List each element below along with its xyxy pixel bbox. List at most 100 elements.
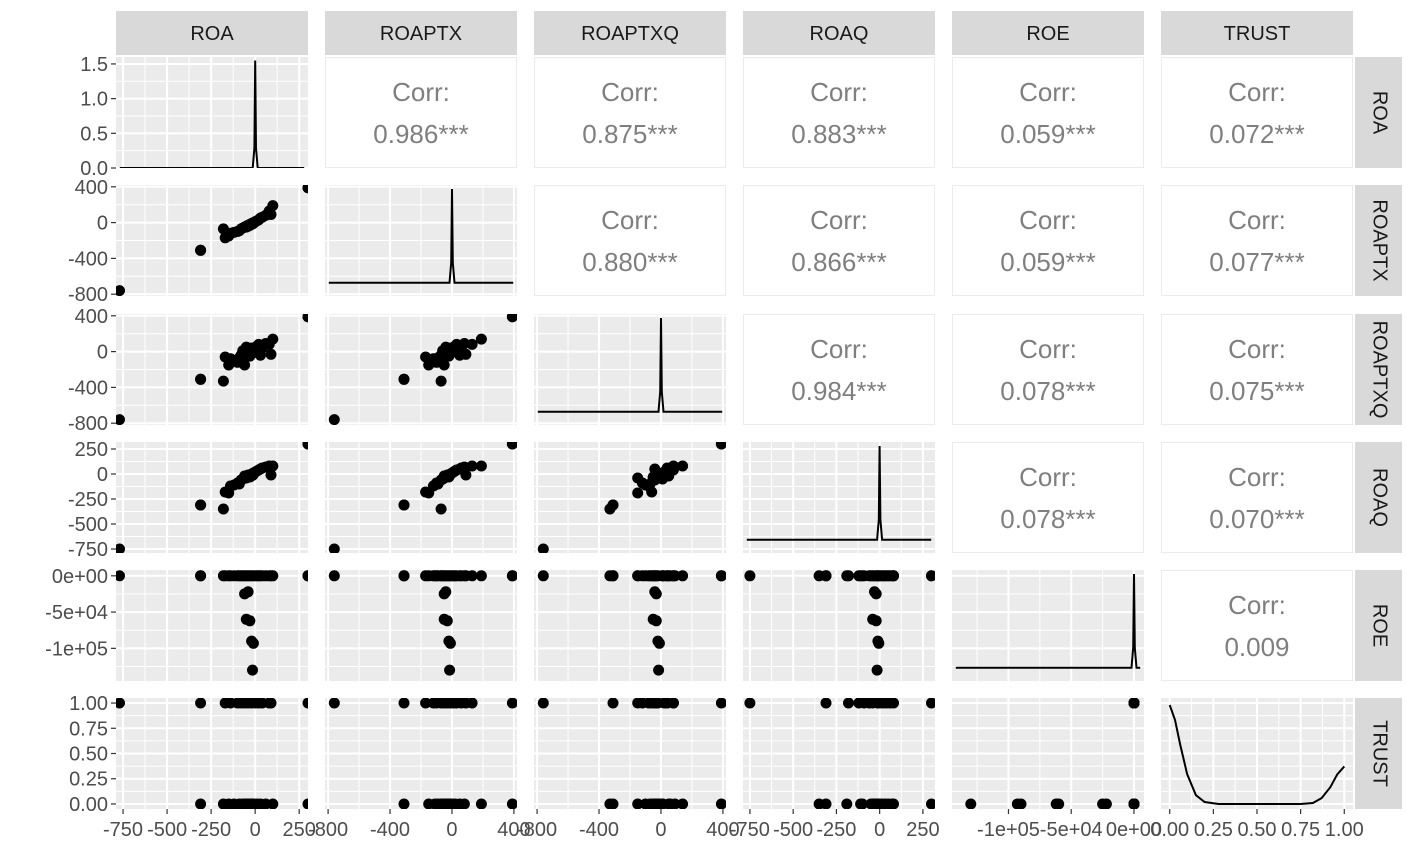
corr-value: 0.009 [1224,632,1289,662]
x-tick-label: -400 [370,819,410,841]
column-strip-label: ROAPTX [380,23,462,45]
data-point [328,414,340,425]
data-point [677,460,689,472]
data-point [653,470,665,481]
x-tick-label: -400 [579,819,619,841]
x-tick-label: -750 [103,819,143,841]
corr-panel-roaptxq-roe [952,314,1144,425]
scatter-points [328,442,517,553]
corr-label: Corr: [1019,334,1077,364]
row-strip-roe [1355,570,1402,681]
row-strip-label: ROAPTXQ [1369,321,1391,419]
column-strip-roa [116,11,308,55]
panel-grid [116,570,308,681]
column-strip-label: ROAQ [810,23,869,45]
data-point [247,218,258,230]
data-point [632,487,644,499]
row-strip-label: ROA [1369,91,1391,135]
corr-value: 0.078*** [1000,376,1095,406]
data-point [460,570,472,582]
data-point [195,798,207,809]
data-point [677,798,689,809]
data-point [715,442,726,450]
y-tick-label: 0.75 [69,718,108,740]
data-point [195,499,207,511]
x-tick-label: 400 [497,819,530,841]
data-point [302,185,308,194]
corr-value: 0.075*** [1209,376,1304,406]
data-point [715,698,726,709]
corr-label: Corr: [810,205,868,235]
corr-value: 0.883*** [791,119,886,149]
data-point [435,503,447,515]
corr-panel-roaq-trust [1161,442,1353,553]
data-point [267,333,279,345]
corr-label: Corr: [601,77,659,107]
data-point [267,798,279,809]
data-point [217,503,229,515]
data-point [872,698,884,709]
data-point [460,698,472,709]
y-tick-label: -500 [68,514,108,536]
corr-value: 0.986*** [373,119,468,149]
panel-grid [116,314,308,425]
y-tick-label: -400 [68,248,108,270]
data-point [265,698,277,709]
density-line-trust [1168,704,1346,805]
corr-panel-roe-trust [1161,570,1353,681]
scatter-points [116,698,308,809]
x-tick-label: -250 [816,819,856,841]
data-point [267,460,279,472]
panel-roe-roaq [743,570,935,681]
y-tick-label: 400 [75,177,108,199]
data-point [475,460,487,472]
y-tick-label: 0 [97,464,108,486]
data-point [506,442,517,450]
data-point [667,460,679,472]
column-strip-label: ROA [190,23,234,45]
x-tick-label: 0 [874,819,885,841]
panel-grid [743,570,935,681]
data-point [653,798,665,809]
data-point [650,615,662,627]
row-strip-trust [1355,698,1402,809]
data-point [440,586,452,598]
scatter-points [537,570,726,676]
panel-grid [952,698,1144,809]
data-point [116,414,125,425]
row-strip-label: TRUST [1369,720,1391,787]
data-point [247,664,258,676]
y-tick-label: -400 [68,377,108,399]
column-strip-trust [1161,11,1353,55]
data-point [813,570,825,582]
data-point [420,698,432,709]
y-tick-label: 1.0 [80,89,108,111]
corr-label: Corr: [1228,334,1286,364]
data-point [247,470,258,481]
y-tick-label: -1e+05 [45,638,108,660]
data-point [677,570,689,582]
data-point [649,586,661,598]
y-tick-label: 1.00 [69,693,108,715]
scatter-points [328,570,517,676]
density-line-roaq [746,445,932,541]
corr-value: 0.077*** [1209,247,1304,277]
data-point [398,499,410,511]
row-strip-roaptxq [1355,314,1402,425]
data-point [604,570,616,582]
panel-grid [534,698,726,809]
data-point [632,698,644,709]
column-strip-label: ROE [1026,23,1069,45]
data-point [328,698,340,709]
density-line-roaptxq [537,317,723,413]
column-strip-label: TRUST [1224,23,1291,45]
data-point [653,664,665,676]
corr-panel-roaptxq-roaq [743,314,935,425]
data-point [444,664,456,676]
panel-grid [325,314,517,425]
row-strip-label: ROAPTX [1369,199,1391,281]
data-point [632,570,644,582]
data-point [965,798,977,809]
corr-panel-roa-roaq [743,57,935,168]
